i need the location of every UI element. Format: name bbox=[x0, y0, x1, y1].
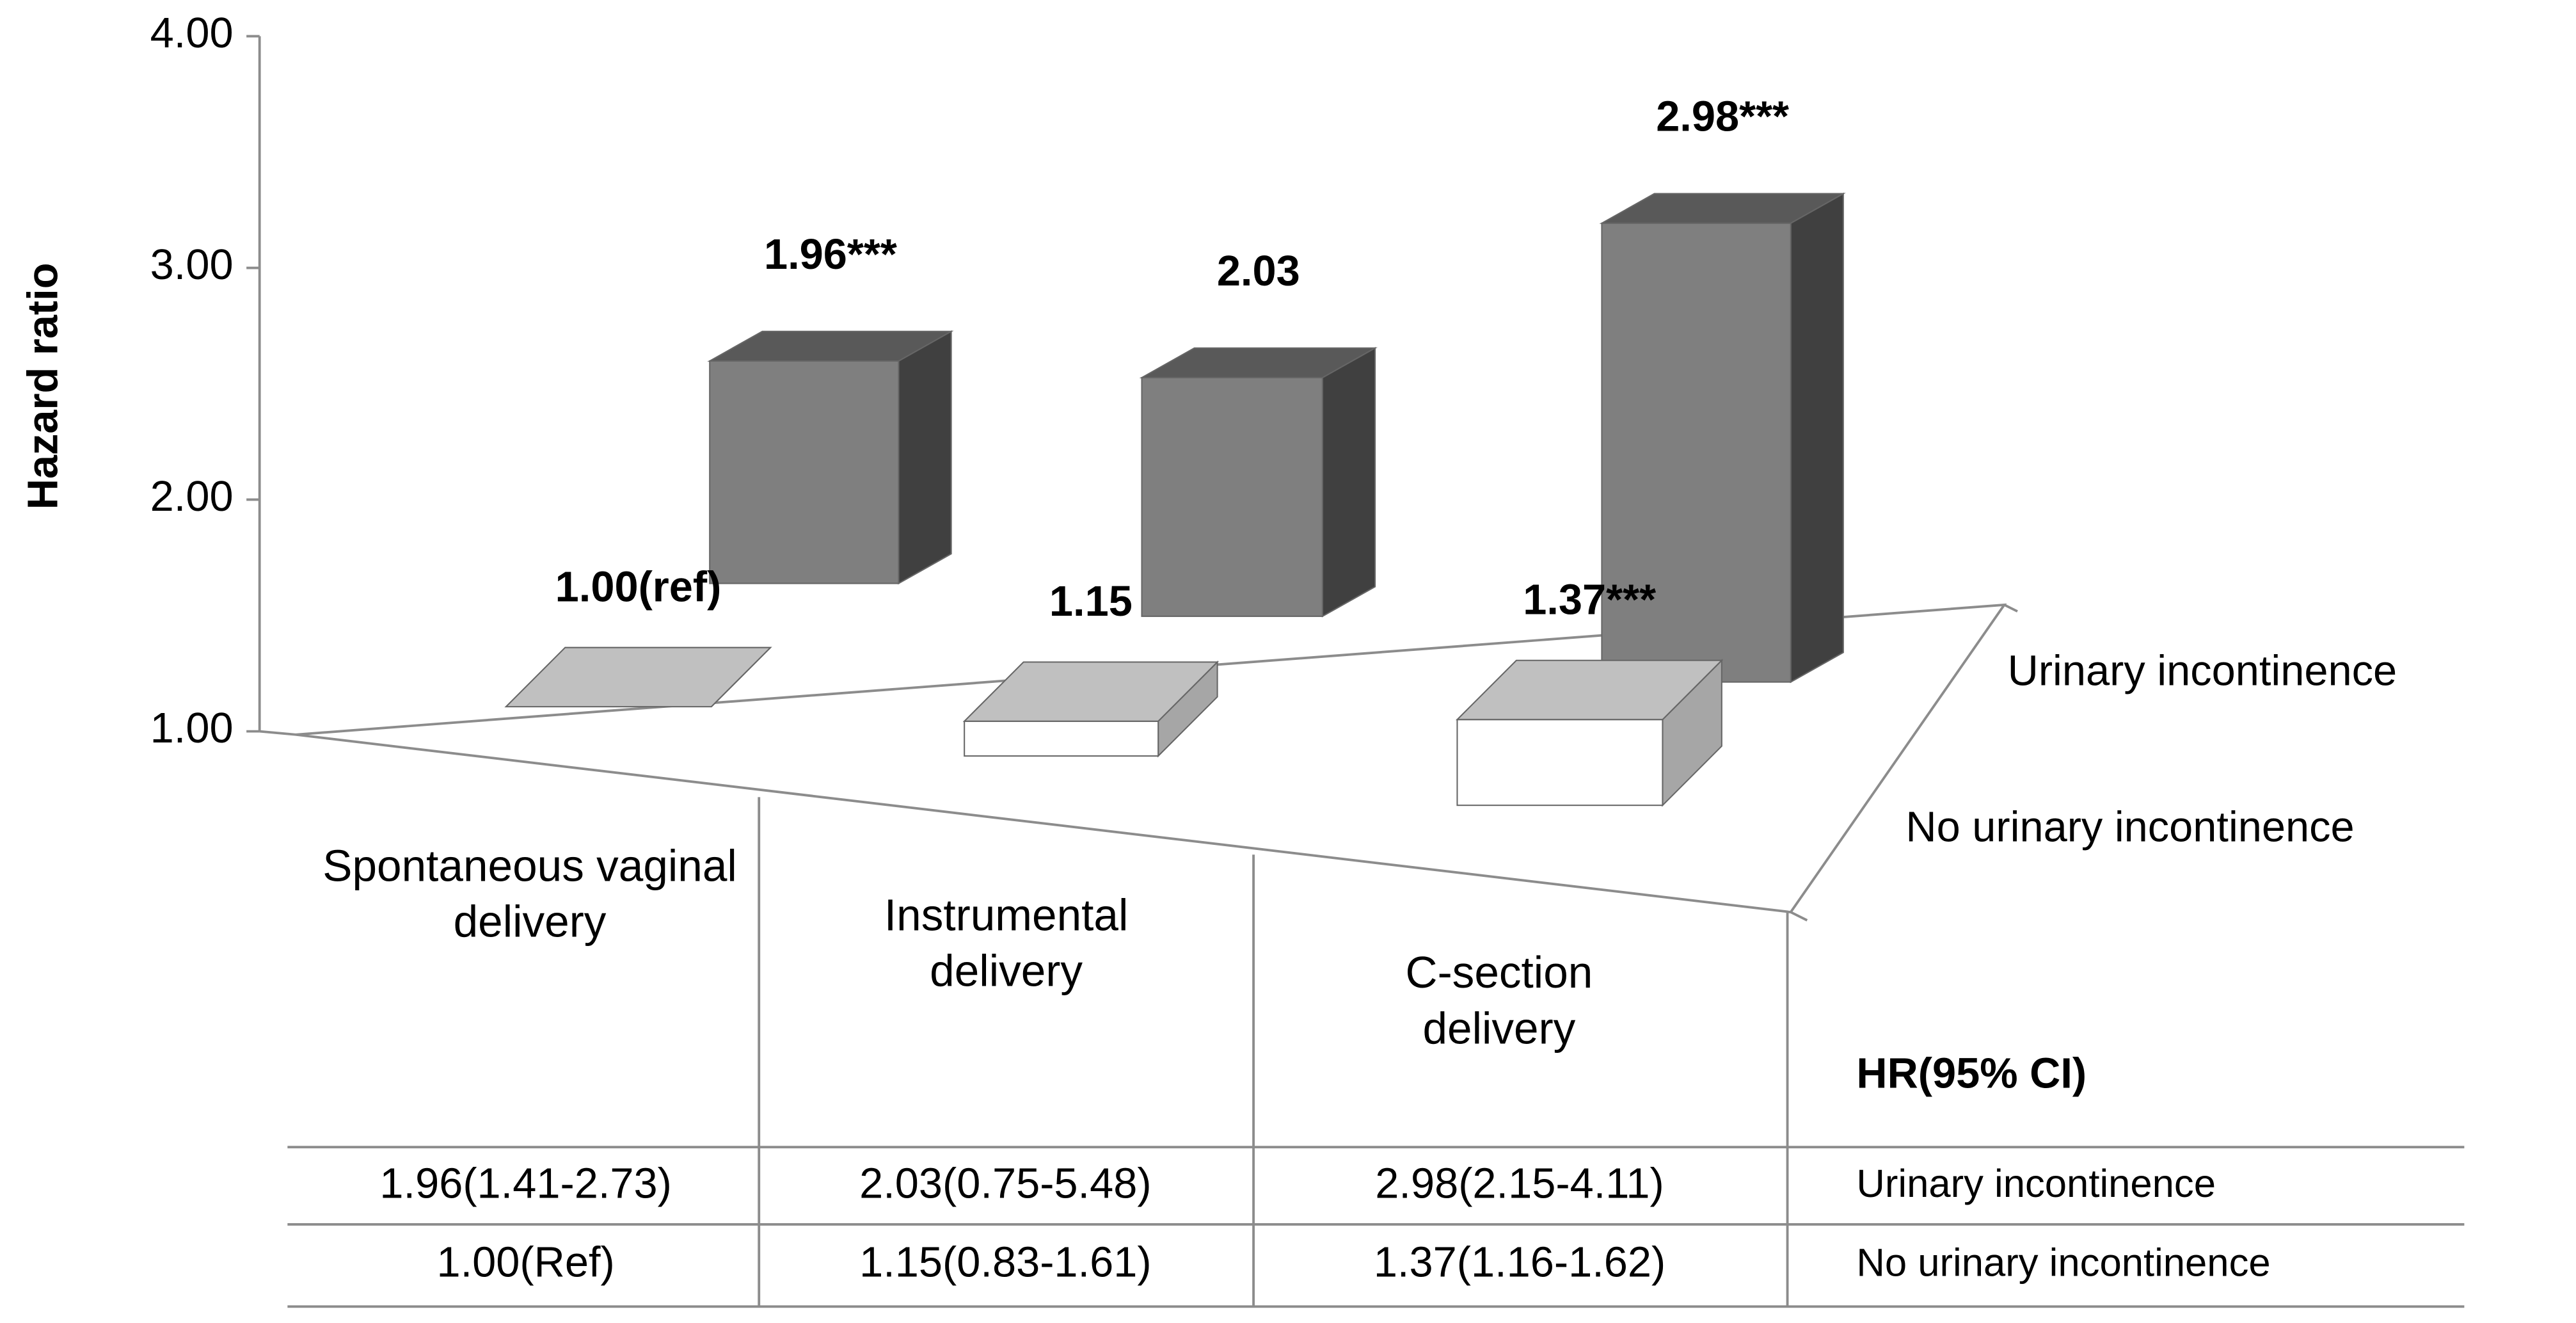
bar bbox=[964, 720, 1159, 757]
category-label-box: C-section delivery bbox=[1405, 948, 1593, 1054]
table-cell: 1.15(0.83-1.61) bbox=[859, 1239, 1151, 1287]
bar-side bbox=[898, 330, 952, 585]
y-tick-label: 4.00 bbox=[150, 10, 234, 57]
data-label: 1.15 bbox=[1049, 578, 1133, 625]
table-cell: 2.98(2.15-4.11) bbox=[1375, 1160, 1664, 1207]
floor-tick bbox=[2003, 604, 2018, 613]
y-axis-label: Hazard ratio bbox=[20, 263, 67, 510]
data-label: 1.96*** bbox=[764, 231, 897, 278]
bar-side bbox=[1790, 192, 1844, 684]
bar bbox=[1601, 222, 1792, 683]
bar bbox=[1456, 719, 1664, 806]
category-label-box: Instrumental delivery bbox=[884, 890, 1129, 997]
table-cell: 2.03(0.75-5.48) bbox=[859, 1160, 1151, 1207]
table-cell: 1.00(Ref) bbox=[437, 1239, 615, 1287]
bar-top bbox=[1599, 193, 1846, 224]
data-label: 1.00(ref) bbox=[555, 563, 722, 611]
floor-tick bbox=[1790, 911, 1808, 922]
table-row-label: No urinary incontinence bbox=[1856, 1240, 2270, 1285]
category-label-box: Spontaneous vaginal delivery bbox=[322, 841, 737, 947]
series-label: Urinary incontinence bbox=[2008, 647, 2397, 694]
bar-top bbox=[1455, 659, 1724, 721]
bar-top bbox=[1139, 347, 1378, 379]
axis-corner bbox=[259, 730, 296, 736]
y-tick-label: 3.00 bbox=[150, 241, 234, 289]
y-tick-label: 1.00 bbox=[150, 705, 234, 752]
y-tick-label: 2.00 bbox=[150, 473, 234, 520]
bar bbox=[1141, 376, 1323, 617]
x-tick-label: Instrumental delivery bbox=[884, 890, 1129, 997]
bar-top bbox=[504, 646, 772, 708]
table-cell: 1.37(1.16-1.62) bbox=[1374, 1239, 1666, 1287]
data-label: 2.98*** bbox=[1656, 93, 1789, 141]
bar bbox=[709, 360, 900, 584]
x-tick-label: C-section delivery bbox=[1405, 948, 1593, 1054]
table-cell: 1.96(1.41-2.73) bbox=[379, 1160, 671, 1207]
table-header: HR(95% CI) bbox=[1856, 1050, 2087, 1097]
data-label: 1.37*** bbox=[1523, 577, 1656, 624]
bar-side bbox=[1321, 347, 1376, 618]
bar-top bbox=[707, 330, 954, 362]
series-label: No urinary incontinence bbox=[1905, 803, 2354, 851]
x-tick-label: Spontaneous vaginal delivery bbox=[322, 841, 737, 947]
data-label: 2.03 bbox=[1217, 248, 1300, 295]
table-row-label: Urinary incontinence bbox=[1856, 1162, 2216, 1206]
bar-top bbox=[962, 661, 1220, 722]
